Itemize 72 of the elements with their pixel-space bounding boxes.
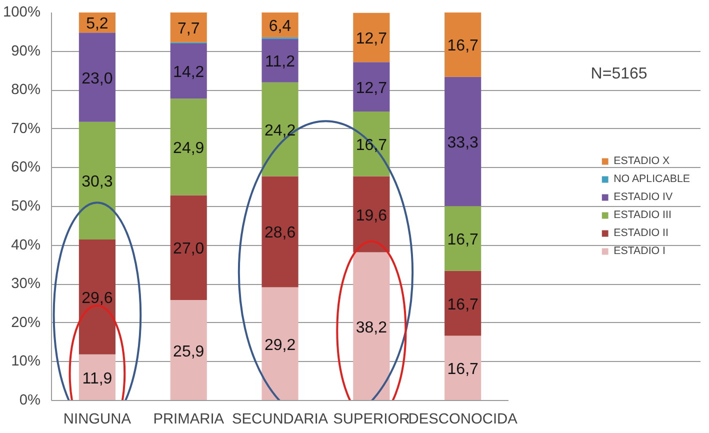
bar bbox=[353, 12, 390, 62]
bar bbox=[444, 76, 482, 206]
bar bbox=[78, 354, 116, 400]
data-label: 25,9 bbox=[173, 343, 204, 360]
y-tick-label: 20% bbox=[11, 314, 41, 331]
x-tick-label: SECUNDARIA bbox=[232, 412, 328, 428]
data-label: 12,7 bbox=[356, 30, 388, 48]
y-tick-label: 80% bbox=[11, 82, 41, 98]
data-label: 16,7 bbox=[447, 296, 479, 314]
bar bbox=[353, 252, 390, 400]
data-label: 16,7 bbox=[447, 38, 479, 55]
bar bbox=[78, 122, 116, 240]
legend-label: NO APLICABLE bbox=[614, 172, 690, 186]
bar bbox=[444, 270, 482, 336]
data-label: 27,0 bbox=[173, 240, 204, 258]
data-label: 24,2 bbox=[264, 122, 296, 140]
bar bbox=[262, 176, 298, 288]
bar bbox=[170, 44, 207, 99]
legend-label: ESTADIO X bbox=[614, 154, 670, 168]
bar bbox=[444, 336, 482, 400]
data-label: 16,7 bbox=[447, 232, 479, 249]
x-tick-label: PRIMARIA bbox=[153, 412, 224, 428]
data-label: 11,2 bbox=[265, 54, 296, 71]
y-tick-label: 30% bbox=[11, 276, 41, 292]
y-tick-label: 90% bbox=[11, 43, 41, 60]
data-label: 6,4 bbox=[268, 18, 292, 35]
data-label: 29,6 bbox=[82, 290, 113, 307]
bar bbox=[262, 82, 298, 176]
bar bbox=[170, 98, 207, 196]
bar bbox=[444, 12, 482, 77]
data-label: 38,2 bbox=[356, 319, 388, 336]
legend-label: ESTADIO I bbox=[614, 244, 666, 258]
bar bbox=[353, 62, 390, 112]
bar bbox=[262, 287, 298, 400]
data-label: 11,9 bbox=[82, 370, 112, 388]
bar bbox=[170, 12, 207, 42]
legend-label: ESTADIO III bbox=[614, 208, 672, 222]
bar bbox=[262, 12, 298, 38]
data-label: 16,7 bbox=[447, 361, 479, 378]
data-label: 28,6 bbox=[264, 224, 296, 242]
y-tick-label: 0% bbox=[19, 392, 41, 408]
x-tick-label: DESCONOCIDA bbox=[408, 412, 518, 428]
data-label: 5,2 bbox=[86, 16, 108, 33]
bar bbox=[262, 38, 298, 82]
bar bbox=[78, 239, 116, 354]
data-label: 12,7 bbox=[356, 80, 388, 97]
data-label: 30,3 bbox=[82, 174, 113, 191]
data-label: 7,7 bbox=[177, 20, 200, 38]
y-tick-label: 100% bbox=[3, 4, 41, 20]
bar bbox=[78, 32, 116, 122]
data-label: 33,3 bbox=[447, 134, 479, 152]
x-tick-label: SUPERIOR bbox=[333, 412, 410, 428]
bar bbox=[353, 176, 390, 252]
y-tick-label: 50% bbox=[11, 198, 41, 214]
data-label: 29,2 bbox=[264, 336, 296, 354]
data-label: 16,7 bbox=[356, 136, 388, 154]
legend-label: ESTADIO II bbox=[614, 226, 668, 240]
legend-label: ESTADIO IV bbox=[614, 190, 673, 204]
y-tick-label: 40% bbox=[11, 237, 41, 254]
data-label: 14,2 bbox=[173, 64, 204, 82]
y-tick-label: 70% bbox=[11, 120, 41, 137]
y-tick-label: 10% bbox=[11, 354, 41, 370]
bar bbox=[170, 195, 207, 300]
x-tick-label: NINGUNA bbox=[63, 412, 132, 428]
bar bbox=[170, 300, 207, 400]
text: N=5165 bbox=[590, 65, 648, 82]
bar bbox=[353, 111, 390, 176]
y-tick-label: 60% bbox=[11, 160, 41, 176]
data-label: 19,6 bbox=[356, 207, 388, 224]
data-label: 24,9 bbox=[173, 140, 204, 157]
bar bbox=[444, 206, 482, 271]
data-label: 23,0 bbox=[82, 70, 113, 88]
